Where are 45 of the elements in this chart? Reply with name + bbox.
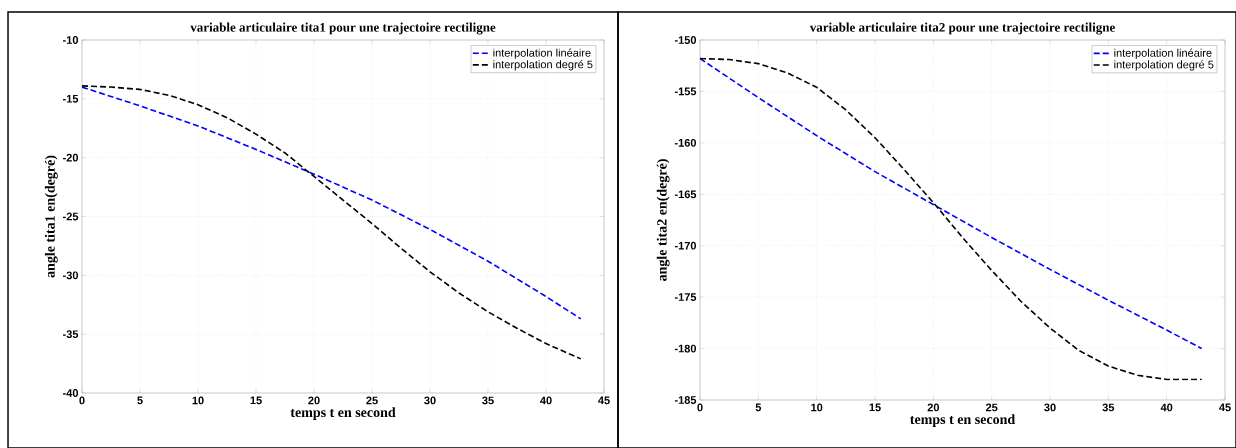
x-tick-label: 20 xyxy=(927,403,939,412)
y-tick-label: -10 xyxy=(63,36,79,44)
x-axis-title: temps t en second xyxy=(290,407,396,420)
legend-label: interpolation linéaire xyxy=(1114,48,1212,59)
y-tick-label: -15 xyxy=(63,95,79,103)
y-tick-label: -25 xyxy=(63,212,79,221)
x-tick-label: 45 xyxy=(598,396,610,405)
x-tick-label: 5 xyxy=(755,403,762,412)
y-tick-label: -30 xyxy=(63,271,79,280)
y-tick-label: -40 xyxy=(63,389,79,397)
x-tick-label: 40 xyxy=(1160,403,1173,412)
x-tick-label: 30 xyxy=(424,396,436,405)
y-axis-title: angle tita2 en(degré) xyxy=(656,159,670,281)
legend-label: interpolation degré 5 xyxy=(1114,60,1214,71)
y-tick-label: -35 xyxy=(63,330,79,339)
y-tick-label: -175 xyxy=(674,293,697,301)
y-tick-label: -150 xyxy=(674,36,697,44)
y-tick-label: -20 xyxy=(63,153,79,162)
x-tick-label: 15 xyxy=(250,396,262,405)
chart-title: variable articulaire tita2 pour une trajectoire rectiligne xyxy=(809,22,1115,35)
x-tick-label: 30 xyxy=(1044,403,1056,412)
x-axis-title: temps t en second xyxy=(910,414,1016,427)
y-tick-label: -155 xyxy=(674,87,697,96)
x-tick-label: 45 xyxy=(1219,403,1231,412)
legend-label: interpolation linéaire xyxy=(493,48,591,59)
y-tick-label: -185 xyxy=(674,396,697,404)
x-tick-label: 35 xyxy=(482,396,494,405)
y-tick-label: -180 xyxy=(674,344,697,353)
x-tick-label: 25 xyxy=(985,403,998,412)
x-tick-label: 10 xyxy=(811,403,823,412)
x-tick-label: 25 xyxy=(366,396,378,405)
x-tick-label: 20 xyxy=(308,396,320,405)
legend-label: interpolation degré 5 xyxy=(493,60,593,71)
x-tick-label: 40 xyxy=(540,396,552,405)
x-tick-label: 15 xyxy=(869,403,881,412)
chart-title: variable articulaire tita1 pour une trajectoire rectiligne xyxy=(190,22,496,35)
y-tick-label: -160 xyxy=(674,138,697,147)
y-axis-title: angle tita1 en(degré) xyxy=(44,155,58,278)
x-tick-label: 0 xyxy=(697,403,703,412)
x-tick-label: 0 xyxy=(79,396,85,405)
x-tick-label: 10 xyxy=(192,396,204,405)
x-tick-label: 35 xyxy=(1102,403,1115,412)
y-tick-label: -165 xyxy=(674,190,697,199)
y-tick-label: -170 xyxy=(674,241,697,250)
x-tick-label: 5 xyxy=(137,396,143,405)
